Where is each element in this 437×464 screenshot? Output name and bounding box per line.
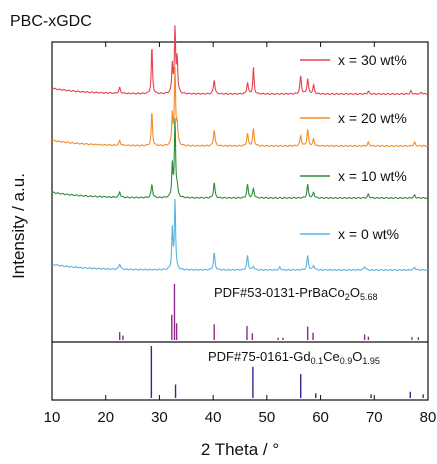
reference-label-part: O (350, 285, 360, 300)
plot-frame (51, 41, 429, 401)
x-tick-label: 70 (366, 409, 383, 426)
series-line-3 (51, 198, 429, 272)
legend-label: x = 10 wt% (338, 168, 407, 184)
reference-label-part: 0.9 (340, 356, 353, 366)
reference-label-part: PDF#75-0161-Gd (208, 349, 311, 364)
x-tick-label: 10 (44, 409, 61, 426)
x-tick-label: 50 (259, 409, 276, 426)
y-axis-label: Intensity / a.u. (9, 173, 28, 279)
x-tick-label: 20 (97, 409, 114, 426)
series-layer (51, 25, 429, 272)
series-line-0 (51, 25, 429, 96)
reference-label-part: 2 (345, 292, 350, 302)
series-line-2 (51, 118, 429, 200)
reference-label-part: 5.68 (360, 292, 378, 302)
reference-label-prbaco: PDF#53-0131-PrBaCo2O5.68 (214, 285, 377, 302)
series-line-1 (51, 66, 429, 148)
legend: x = 30 wt% x = 20 wt% x = 10 wt% x = 0 wt% (300, 52, 407, 242)
legend-label: x = 20 wt% (338, 110, 407, 126)
reference-labels: PDF#53-0131-PrBaCo2O5.68PDF#75-0161-Gd0.… (208, 285, 380, 366)
legend-label: x = 0 wt% (338, 226, 399, 242)
reference-label-part: PDF#53-0131-PrBaCo (214, 285, 345, 300)
reference-label-gdc: PDF#75-0161-Gd0.1Ce0.9O1.95 (208, 349, 380, 366)
reference-label-part: 1.95 (362, 356, 380, 366)
x-tick-label: 30 (151, 409, 168, 426)
x-axis-label: 2 Theta / ° (201, 440, 279, 459)
legend-label: x = 30 wt% (338, 52, 407, 68)
reference-patterns (118, 284, 424, 398)
reference-label-part: O (352, 349, 362, 364)
chart-title: PBC-xGDC (10, 13, 92, 30)
reference-label-part: 0.1 (311, 356, 324, 366)
x-tick-label: 60 (312, 409, 329, 426)
x-axis-ticks: 10 20 30 40 50 60 70 80 (44, 42, 437, 426)
plot-border (51, 41, 429, 401)
x-tick-label: 80 (420, 409, 437, 426)
reference-label-part: Ce (323, 349, 340, 364)
x-tick-label: 40 (205, 409, 222, 426)
